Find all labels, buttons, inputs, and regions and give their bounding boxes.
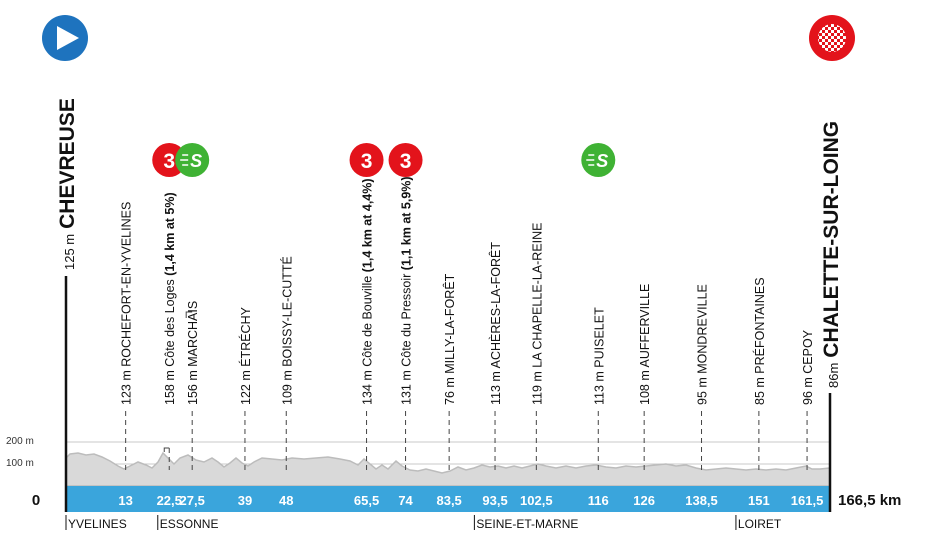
waypoint-aufferville: 108 m AUFFERVILLE (638, 284, 652, 470)
waypoint-label: 76 m MILLY-LA-FORÊT (442, 273, 457, 405)
climb-category-badge: 3 (388, 143, 423, 177)
distance-mark-13: 13 (118, 493, 132, 508)
climb-category-badge: 3 (349, 143, 384, 177)
finish-city: CHALETTE-SUR-LOING (820, 121, 843, 358)
waypoint-mondreville: 95 m MONDREVILLE (696, 284, 710, 470)
distance-band (66, 486, 830, 512)
distance-marks-layer: 13 22,527,5 39 48 65,5 74 83,5 93,5 102,5 116 126 1… (118, 493, 823, 508)
waypoint-label: 131 m Côte du Pressoir (1,1 km at 5,9%) (400, 176, 414, 405)
waypoint-la-chapelle-la-reine: 119 m LA CHAPELLE-LA-REINE (530, 223, 544, 470)
elevation-profile (65, 451, 831, 487)
distance-mark-27-5: 27,5 (180, 493, 205, 508)
waypoint-cepoy: 96 m CEPOY (801, 329, 815, 470)
department-seine-et-marne: SEINE-ET-MARNE (473, 515, 578, 531)
distance-mark-74: 74 (398, 493, 413, 508)
distance-mark-93-5: 93,5 (482, 493, 507, 508)
waypoint-label: 156 m MARCHAIS (186, 301, 200, 405)
distance-mark-126: 126 (633, 493, 655, 508)
waypoint-label: 119 m LA CHAPELLE-LA-REINE (530, 223, 544, 406)
y-tick-100: 100 m (6, 458, 34, 469)
department-label: ESSONNE (160, 517, 219, 531)
waypoint-rochefort-en-yvelines: 123 m ROCHEFORT-EN-YVELINES (120, 202, 134, 470)
department-label: SEINE-ET-MARNE (476, 517, 578, 531)
department-loiret: LOIRET (735, 515, 782, 531)
distance-mark-161-5: 161,5 (791, 493, 824, 508)
finish-checkered-flag-icon (809, 15, 855, 61)
waypoint-label: 96 m CEPOY (801, 329, 815, 405)
waypoint-acheres-la-foret: 113 m ACHÈRES-LA-FORÊT (488, 242, 503, 470)
department-label: YVELINES (68, 517, 127, 531)
svg-text:3: 3 (361, 150, 373, 173)
distance-mark-116: 116 (588, 493, 609, 508)
waypoint-milly-la-foret: 76 m MILLY-LA-FORÊT (442, 273, 457, 470)
department-essonne: ESSONNE (157, 515, 219, 531)
waypoint-label: 113 m ACHÈRES-LA-FORÊT (488, 242, 503, 405)
waypoint-label: 123 m ROCHEFORT-EN-YVELINES (120, 202, 134, 405)
waypoint-label: 158 m Côte des Loges (1,4 km at 5%) (163, 192, 177, 405)
waypoint-label: 109 m BOISSY-LE-CUTTÉ (279, 256, 294, 405)
distance-mark-83-5: 83,5 (436, 493, 461, 508)
distance-mark-65-5: 65,5 (354, 493, 379, 508)
department-yvelines: YVELINES (65, 515, 127, 531)
distance-mark-102-5: 102,5 (520, 493, 553, 508)
waypoints-layer: 123 m ROCHEFORT-EN-YVELINES 158 m Côte de… (120, 143, 815, 470)
total-distance: 166,5 km (838, 492, 901, 509)
y-tick-200: 200 m (6, 436, 34, 447)
waypoint-label: 108 m AUFFERVILLE (638, 284, 652, 405)
waypoint-puiselet: 113 m PUISELET S (581, 143, 616, 470)
waypoint-climb-1: 158 m Côte des Loges (1,4 km at 5%) 3 (152, 143, 187, 470)
departments-layer: YVELINES ESSONNE SEINE-ET-MARNE LOIRET (65, 515, 782, 531)
start-altitude: 125 mCHEVREUSE (56, 98, 79, 270)
svg-text:S: S (596, 151, 608, 171)
finish-altitude: 86mCHALETTE-SUR-LOING (820, 121, 843, 388)
waypoint-boissy-le-cutte: 109 m BOISSY-LE-CUTTÉ (279, 256, 294, 470)
waypoint-climb-5: 134 m Côte de Bouville (1,4 km at 4,4%) 3 (349, 143, 384, 470)
origin-label: 0 (32, 492, 40, 509)
svg-text:S: S (190, 151, 202, 171)
distance-mark-39: 39 (238, 493, 252, 508)
finish-label-group: 86mCHALETTE-SUR-LOING (820, 121, 843, 388)
distance-mark-138-5: 138,5 (685, 493, 718, 508)
distance-mark-151: 151 (748, 493, 770, 508)
sprint-icon: S (175, 143, 210, 177)
waypoint-marchais: 156 m MARCHAIS S (175, 143, 210, 470)
distance-mark-48: 48 (279, 493, 293, 508)
waypoint-label: 113 m PUISELET (592, 307, 606, 405)
waypoint-climb-6: 131 m Côte du Pressoir (1,1 km at 5,9%) 3 (388, 143, 423, 470)
waypoint-label: 95 m MONDREVILLE (696, 284, 710, 405)
sprint-icon: S (581, 143, 616, 177)
start-label-group: 125 mCHEVREUSE (56, 98, 79, 270)
svg-text:3: 3 (163, 150, 175, 173)
waypoint-etrechy: 122 m ÉTRÉCHY (238, 306, 253, 470)
distance-mark-22-5: 22,5 (157, 493, 182, 508)
waypoint-label: 122 m ÉTRÉCHY (238, 306, 253, 405)
start-play-icon (42, 15, 88, 61)
start-city: CHEVREUSE (56, 98, 79, 229)
waypoint-label: 134 m Côte de Bouville (1,4 km at 4,4%) (361, 178, 375, 405)
department-label: LOIRET (738, 517, 782, 531)
svg-text:3: 3 (400, 150, 412, 173)
waypoint-label: 85 m PRÉFONTAINES (752, 277, 767, 405)
waypoint-prefontaines: 85 m PRÉFONTAINES (752, 277, 767, 470)
